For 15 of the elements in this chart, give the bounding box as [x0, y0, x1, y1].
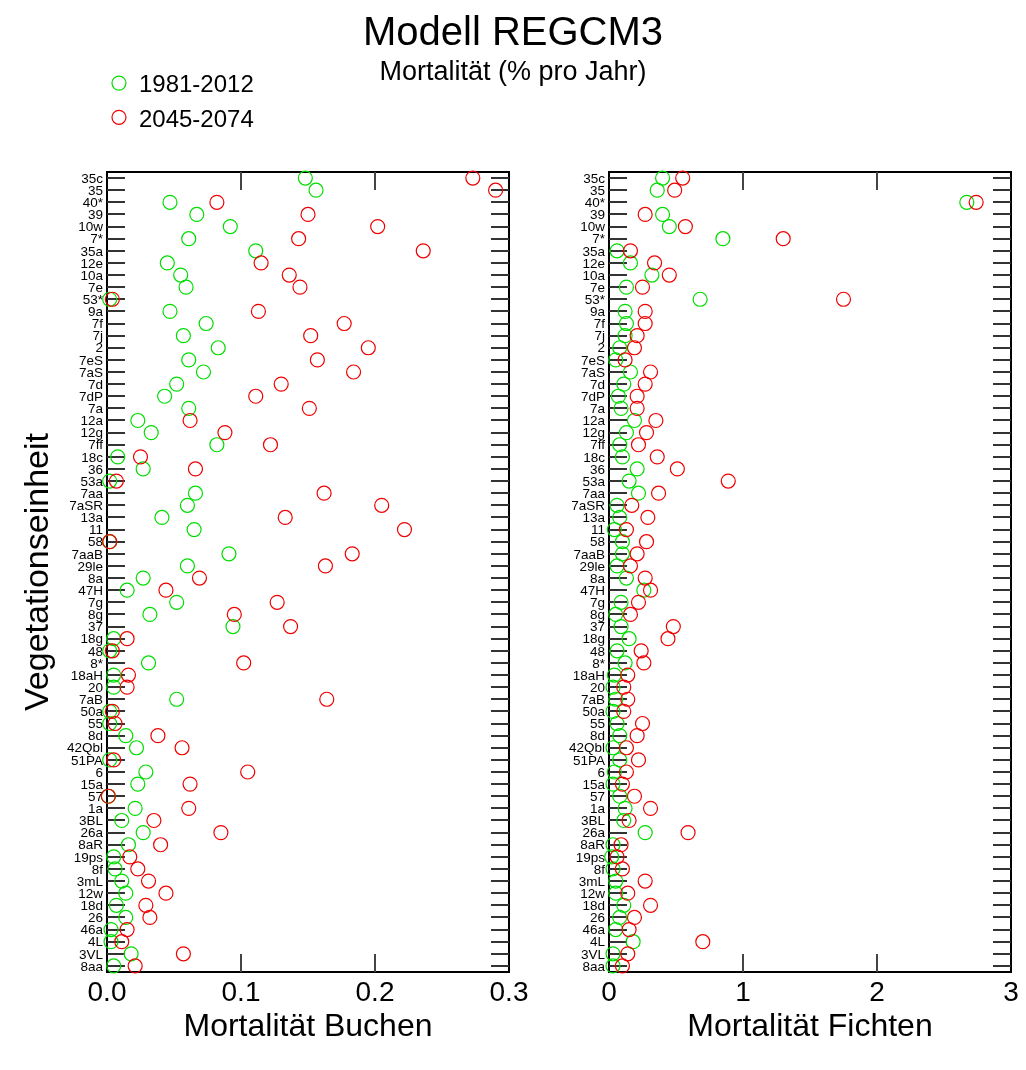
x-axis-title: Mortalität Buchen — [183, 1007, 433, 1043]
chart-title: Modell REGCM3 — [361, 8, 665, 54]
x-tick-label: 1 — [735, 976, 751, 1007]
x-tick-label: 0.3 — [489, 976, 529, 1007]
x-tick-label: 3 — [1003, 976, 1019, 1007]
x-tick-label: 0.1 — [221, 976, 261, 1007]
x-tick-label: 0 — [601, 976, 617, 1007]
y-axis-title: Vegetationseinheit — [16, 432, 55, 711]
x-tick-label: 2 — [869, 976, 885, 1007]
legend-label: 2045-2074 — [138, 104, 254, 132]
chart-subtitle: Mortalität (% pro Jahr) — [379, 56, 647, 86]
x-axis-title: Mortalität Fichten — [687, 1007, 933, 1043]
x-tick-label: 0.2 — [355, 976, 395, 1007]
legend-label: 1981-2012 — [138, 70, 254, 98]
x-tick-label: 0.0 — [87, 976, 127, 1007]
